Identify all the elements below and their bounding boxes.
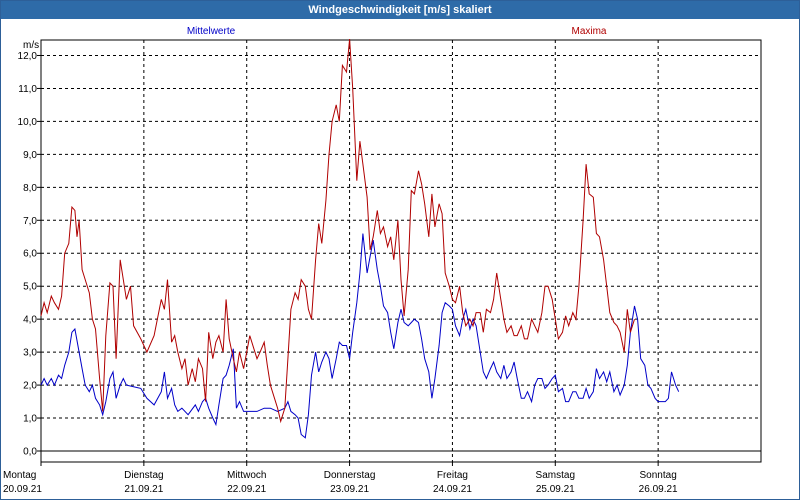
y-axis-label: m/s bbox=[23, 40, 39, 51]
legend-max: Maxima bbox=[571, 26, 606, 37]
series-line-mean bbox=[40, 233, 680, 439]
y-tick-label: 12,0 bbox=[18, 51, 38, 62]
x-tick-day: Dienstag bbox=[124, 470, 163, 481]
y-tick-label: 7,0 bbox=[23, 216, 37, 227]
x-tick-day: Montag bbox=[3, 470, 36, 481]
wind-speed-chart: Mittelwerte Maxima m/s 0,0 1,0 2,0 3,0 4,0 5,0 6… bbox=[3, 26, 762, 495]
y-tick-label: 8,0 bbox=[23, 183, 37, 194]
legend-mean: Mittelwerte bbox=[187, 26, 236, 37]
x-tick-day: Freitag bbox=[437, 470, 468, 481]
y-tick-label: 9,0 bbox=[23, 150, 37, 161]
x-tick-day: Samstag bbox=[536, 470, 575, 481]
y-tick-label: 1,0 bbox=[23, 414, 37, 425]
y-tick-label: 3,0 bbox=[23, 348, 37, 359]
plot-frame bbox=[40, 39, 762, 463]
x-tick-day: Sonntag bbox=[640, 470, 677, 481]
y-tick-label: 4,0 bbox=[23, 315, 37, 326]
x-tick-date: 24.09.21 bbox=[433, 484, 472, 495]
x-tick-day: Mittwoch bbox=[227, 470, 266, 481]
series-line-max bbox=[40, 38, 635, 424]
y-tick-label: 0,0 bbox=[23, 447, 37, 458]
y-tick-label: 2,0 bbox=[23, 381, 37, 392]
x-tick-date: 25.09.21 bbox=[536, 484, 575, 495]
y-tick-label: 5,0 bbox=[23, 282, 37, 293]
x-tick-date: 23.09.21 bbox=[330, 484, 369, 495]
x-tick-date: 20.09.21 bbox=[3, 484, 42, 495]
window-title: Windgeschwindigkeit [m/s] skaliert bbox=[1, 1, 799, 19]
x-tick-date: 26.09.21 bbox=[639, 484, 678, 495]
x-tick-date: 22.09.21 bbox=[227, 484, 266, 495]
x-tick-date: 21.09.21 bbox=[124, 484, 163, 495]
y-tick-label: 10,0 bbox=[18, 117, 38, 128]
y-tick-label: 6,0 bbox=[23, 249, 37, 260]
y-tick-label: 11,0 bbox=[18, 84, 37, 95]
x-tick-day: Donnerstag bbox=[324, 470, 376, 481]
